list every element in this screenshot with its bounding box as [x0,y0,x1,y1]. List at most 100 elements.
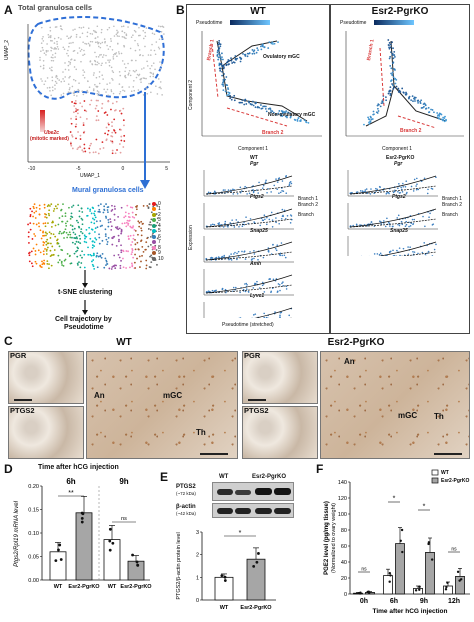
trajectory-point [244,53,247,56]
tsne-point [93,210,96,213]
trajectory-point [233,94,236,97]
expression-point [237,256,240,258]
umap-point [150,91,152,94]
trajectory-point [277,41,279,44]
tsne-point [61,220,64,223]
umap-point [95,76,98,79]
trajectory-point [388,47,391,50]
tsne-point [130,244,132,246]
umap-point [66,52,68,55]
umap-point [101,41,104,44]
tsne-point [60,232,63,235]
expression-point [355,223,358,226]
d-y-tick-label: 0.20 [28,484,39,490]
umap-mitotic-point [75,123,78,126]
tsne-point [108,267,111,270]
d-data-point [57,548,60,552]
d-bar [75,512,93,581]
trajectory-point [272,43,274,45]
tsne-point [58,245,61,248]
tsne-point [134,248,137,251]
tsne-point [140,260,142,263]
f-legend-swatch [431,469,439,476]
tsne-point [120,206,123,209]
tsne-point [101,252,104,255]
d-data-point [131,553,134,557]
tsne-point [91,217,94,220]
trajectory-point [241,99,244,102]
trajectory-point [252,100,254,103]
expression-point [281,282,283,285]
tsne-point [141,245,144,248]
ko-pgr-label: PGR [244,351,261,360]
tsne-point [129,206,132,209]
wt-branch2-label: Branch 2 [262,130,284,136]
trajectory-point [217,58,220,61]
expression-point [426,192,429,195]
umap-point [143,67,145,69]
tsne-point [57,261,60,264]
tsne-point [93,222,96,225]
umap-mitotic-point [81,149,84,152]
umap-point [139,34,141,37]
trajectory-point [242,52,244,55]
trajectory-point [239,101,242,104]
umap-mitotic-point [82,150,85,153]
umap-point [133,79,135,82]
expression-point [227,189,230,191]
f-data-point [444,588,448,591]
umap-point [145,87,148,90]
umap-point [106,88,109,91]
umap-point [64,62,66,64]
umap-point [67,64,70,67]
tsne-point [85,228,88,231]
umap-point [64,68,67,71]
tsne-point [148,203,151,205]
tsne-point [81,232,84,235]
expression-point [433,248,436,251]
expression-point [261,281,264,284]
trajectory-point [402,91,405,94]
umap-point [108,64,111,67]
tsne-point [137,233,139,236]
umap-point [86,91,89,94]
umap-point [86,80,89,82]
tsne-point [76,262,79,265]
tsne-point [140,234,143,237]
expression-point [247,291,250,293]
umap-x-tick: -5 [76,166,81,172]
trajectory-point [411,95,414,98]
trajectory-point [392,76,395,79]
tsne-point [141,254,143,257]
tsne-point [56,241,59,244]
umap-point [67,91,70,93]
umap-point [70,59,72,61]
umap-point [92,29,95,32]
umap-point [80,60,82,63]
umap-mitotic-point [104,111,107,114]
umap-point [55,26,58,28]
f-bar [395,543,405,595]
expression-point [278,284,281,286]
tsne-point [111,237,113,239]
tsne-point [27,231,30,234]
tsne-point [98,210,101,213]
umap-mitotic-point [109,139,112,142]
expression-point [286,215,289,217]
tsne-point [29,215,32,218]
expression-point [387,191,390,194]
ko-mgc-label: mGC [398,411,418,420]
expression-point [421,251,424,254]
tsne-point [109,221,112,223]
tsne-point [62,203,64,206]
expression-point [232,286,235,289]
umap-point [120,52,123,55]
tsne-point [99,225,102,228]
tsne-point [90,254,93,257]
expression-point [221,255,224,258]
tsne-point [122,257,124,260]
tsne-point [90,212,93,215]
branch1-curve [205,175,293,195]
tsne-point [129,225,132,228]
